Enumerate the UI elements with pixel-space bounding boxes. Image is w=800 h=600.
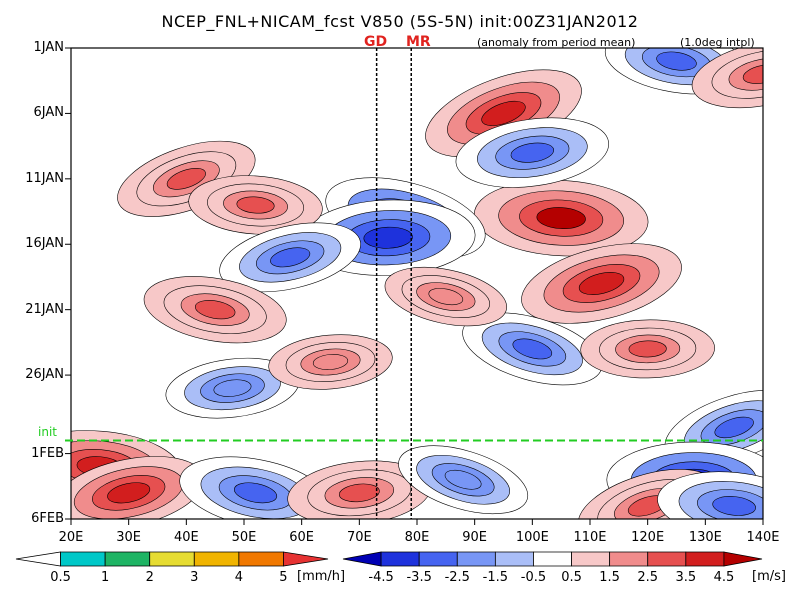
y-tick-label: 11JAN (25, 170, 64, 186)
wind-colorbar-swatch (685, 551, 725, 567)
init-label: init (38, 425, 57, 439)
anomaly-blob (270, 247, 311, 268)
marker-label-gd: GD (364, 34, 388, 50)
anomaly-blob (656, 51, 697, 71)
y-tick-label: 16JAN (25, 236, 64, 252)
marker-label-mr: MR (406, 34, 431, 50)
wind-colorbar-label: -4.5 (368, 570, 394, 585)
precip-colorbar-swatch (60, 551, 106, 567)
wind-colorbar-label: 4.5 (713, 570, 735, 585)
x-tick-label: 130E (688, 530, 722, 545)
x-tick-label: 80E (404, 530, 430, 545)
wind-colorbar-swatch (571, 551, 611, 567)
precip-colorbar-label: 4 (234, 570, 243, 585)
wind-colorbar-swatch (533, 551, 572, 567)
wind-colorbar-label: 1.5 (599, 570, 620, 585)
anomaly-blob (714, 416, 754, 439)
anomaly-blob (166, 167, 206, 190)
precip-colorbar-unit: [mm/h] (297, 569, 346, 584)
x-tick-label: 100E (515, 530, 549, 545)
anomaly-blob (628, 340, 667, 358)
wind-colorbar-unit: [m/s] (752, 569, 786, 584)
precip-colorbar-label: 5 (279, 570, 288, 585)
anomaly-blob (510, 142, 555, 163)
wind-colorbar-label: 3.5 (675, 570, 697, 585)
precip-colorbar-swatch (193, 551, 240, 567)
chart-subtitle-interpolation: (1.0deg intpl) (680, 36, 755, 49)
y-tick-label: 1FEB (31, 445, 64, 461)
anomaly-blob (194, 300, 236, 320)
x-tick-label: 140E (746, 530, 780, 545)
y-tick-label: 26JAN (25, 367, 64, 383)
precip-colorbar-label: 2 (145, 570, 154, 585)
x-tick-label: 90E (462, 530, 488, 545)
anomaly-blob (428, 288, 464, 306)
precip-colorbar-swatch (238, 551, 284, 567)
wind-colorbar-swatch (418, 551, 458, 567)
x-tick-label: 30E (116, 530, 142, 545)
wind-colorbar-label: -2.5 (444, 570, 470, 585)
wind-colorbar-swatch (609, 551, 649, 567)
anomaly-blob (578, 272, 625, 295)
anomaly-blob (536, 207, 586, 230)
anomaly-blob (338, 483, 380, 503)
x-tick-label: 120E (631, 530, 665, 545)
x-tick-label: 110E (573, 530, 607, 545)
anomaly-blob (444, 469, 482, 490)
wind-colorbar-swatch (647, 551, 687, 567)
anomaly-blob (312, 354, 349, 370)
anomaly-blob (742, 64, 763, 84)
precip-colorbar-label: 1 (101, 570, 110, 585)
wind-colorbar-swatch (456, 551, 496, 567)
wind-colorbar-swatch (723, 551, 763, 567)
anomaly-blob (213, 379, 252, 397)
wind-colorbar-swatch (342, 551, 382, 567)
anomaly-blob (236, 196, 275, 214)
precip-colorbar-label: 0.5 (50, 570, 71, 585)
y-tick-label: 6FEB (31, 511, 64, 526)
y-tick-label: 1JAN (33, 40, 65, 55)
anomaly-blob (481, 100, 526, 126)
anomaly-field (71, 48, 763, 519)
precip-colorbar-swatch (149, 551, 195, 567)
precip-colorbar-label: 3 (190, 570, 199, 585)
x-tick-label: 50E (231, 530, 257, 545)
wind-colorbar-label: 0.5 (561, 570, 582, 585)
wind-colorbar-label: -0.5 (520, 570, 547, 585)
wind-colorbar-label: 2.5 (637, 570, 659, 585)
anomaly-blob (728, 57, 763, 91)
chart-subtitle-anomaly: (anomaly from period mean) (477, 36, 636, 49)
x-tick-label: 20E (58, 530, 84, 545)
wind-colorbar-label: -3.5 (406, 570, 432, 585)
x-tick-label: 40E (173, 530, 199, 545)
chart-title: NCEP_FNL+NICAM_fcst V850 (5S-5N) init:00… (161, 12, 639, 31)
y-tick-label: 21JAN (25, 301, 64, 317)
anomaly-blob (712, 496, 756, 516)
x-tick-label: 60E (289, 530, 315, 545)
wind-colorbar-label: -1.5 (482, 570, 509, 585)
precip-colorbar-swatch (15, 551, 61, 567)
anomaly-blob (233, 482, 278, 504)
anomaly-blob (107, 482, 151, 504)
anomaly-blob (512, 338, 553, 360)
y-tick-label: 6JAN (33, 105, 65, 121)
precip-colorbar-swatch (283, 551, 329, 567)
precip-colorbar-swatch (104, 551, 151, 567)
wind-colorbar-swatch (494, 551, 534, 567)
x-tick-label: 70E (346, 530, 372, 545)
wind-colorbar-swatch (380, 551, 420, 567)
